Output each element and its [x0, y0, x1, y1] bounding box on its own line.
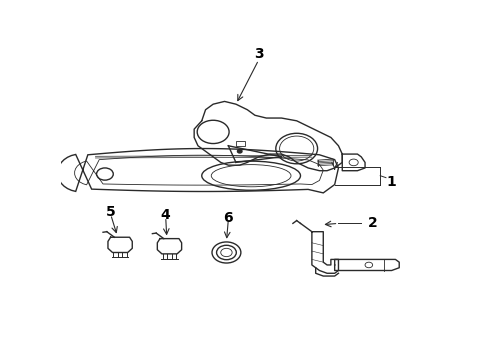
- Text: 1: 1: [387, 175, 396, 189]
- Bar: [236, 141, 245, 146]
- Text: 3: 3: [254, 47, 264, 61]
- Text: 5: 5: [106, 205, 116, 219]
- Text: 4: 4: [161, 208, 171, 222]
- Text: 2: 2: [368, 216, 377, 230]
- Text: 6: 6: [223, 211, 233, 225]
- Circle shape: [238, 150, 242, 153]
